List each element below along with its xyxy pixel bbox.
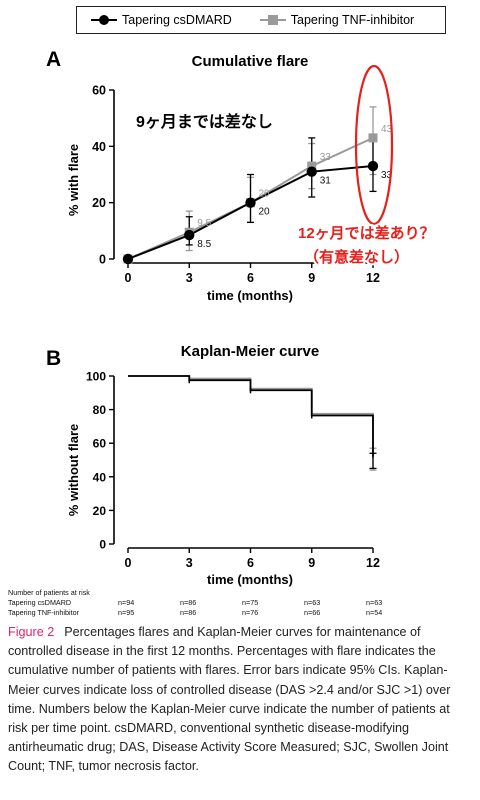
y-tick-label: 40	[92, 140, 106, 154]
data-point-csdmard	[306, 166, 317, 177]
risk-cell: n=94	[118, 598, 135, 607]
data-label: 31	[320, 176, 332, 187]
data-label: 20	[259, 207, 271, 218]
data-point-csdmard	[122, 253, 134, 265]
panel-letter-b: B	[46, 347, 62, 370]
cumulative-flare-chart: Cumulative flare % with flare time (mont…	[66, 53, 393, 303]
data-label: 43	[381, 124, 393, 135]
annotation-no-difference: 9ヶ月までは差なし	[136, 112, 273, 131]
risk-cell: n=66	[304, 608, 321, 617]
data-label: 9.5	[197, 218, 211, 229]
legend-item-csdmard: Tapering csDMARD	[91, 13, 232, 27]
annotation-12-month-question: 12ヶ月では差あり？	[298, 224, 435, 242]
risk-cell: n=76	[242, 608, 259, 617]
annotation-not-significant: （有意差なし）	[304, 248, 409, 266]
risk-row-label: Tapering TNF-inhibitor	[8, 608, 79, 617]
y-tick-label: 40	[93, 470, 107, 484]
legend-label-tnf: Tapering TNF-inhibitor	[290, 13, 415, 27]
y-tick-label: 0	[99, 253, 106, 267]
risk-cell: n=95	[118, 608, 135, 617]
highlight-ellipse-12-months	[354, 64, 394, 226]
risk-cell: n=63	[304, 598, 321, 607]
data-label: 20	[259, 189, 271, 200]
risk-table-title: Number of patients at risk	[8, 588, 90, 597]
legend-swatch-tnf	[259, 14, 286, 26]
data-label: 33	[320, 152, 332, 163]
patients-at-risk-table: Number of patients at risk Tapering csDM…	[8, 588, 478, 618]
y-tick-label: 60	[93, 437, 107, 451]
risk-row-label: Tapering csDMARD	[8, 598, 72, 607]
data-label: 8.5	[197, 239, 211, 250]
kaplan-meier-chart: Kaplan-Meier curve % without flare time …	[66, 343, 380, 587]
y-tick-label: 0	[99, 538, 106, 552]
risk-cell: n=54	[366, 608, 383, 617]
data-point-tnf	[307, 161, 317, 171]
x-tick-label: 9	[308, 271, 315, 285]
x-tick-label: 9	[308, 556, 315, 570]
chart-legend: Tapering csDMARD Tapering TNF-inhibitor	[76, 6, 446, 34]
chart-b-ylabel: % without flare	[66, 424, 81, 516]
figure-caption: Figure 2 Percentages flares and Kaplan-Me…	[8, 623, 472, 777]
data-point-csdmard	[367, 160, 379, 172]
chart-b-title: Kaplan-Meier curve	[181, 343, 319, 360]
risk-cell: n=75	[242, 598, 259, 607]
annotation-layer: 9ヶ月までは差なし 12ヶ月では差あり？ （有意差なし）	[134, 64, 437, 268]
data-point-tnf	[368, 133, 378, 143]
y-tick-label: 20	[93, 504, 107, 518]
legend-label-csdmard: Tapering csDMARD	[122, 13, 232, 27]
x-tick-label: 0	[125, 556, 132, 570]
x-tick-label: 3	[186, 556, 193, 570]
risk-row-tnf: Tapering TNF-inhibitor n=95 n=86 n=76 n=…	[8, 608, 478, 618]
chart-a-ylabel: % with flare	[66, 144, 81, 216]
figure-label: Figure 2	[8, 625, 55, 639]
data-label: 33	[381, 170, 393, 181]
chart-a-xlabel: time (months)	[207, 288, 293, 303]
y-tick-label: 60	[92, 84, 106, 98]
risk-cell: n=63	[366, 598, 383, 607]
x-tick-label: 3	[186, 271, 193, 285]
x-tick-label: 12	[366, 556, 380, 570]
x-tick-label: 6	[247, 556, 254, 570]
risk-cell: n=86	[180, 598, 197, 607]
chart-a-title: Cumulative flare	[192, 53, 309, 70]
x-tick-label: 6	[247, 271, 254, 285]
y-tick-label: 80	[93, 403, 107, 417]
data-point-csdmard	[245, 197, 256, 208]
x-tick-label: 0	[125, 271, 132, 285]
risk-cell: n=86	[180, 608, 197, 617]
risk-row-csdmard: Tapering csDMARD n=94 n=86 n=75 n=63 n=6…	[8, 598, 478, 608]
y-tick-label: 100	[86, 370, 106, 384]
panel-letter-a: A	[46, 48, 62, 71]
chart-b-xlabel: time (months)	[207, 572, 293, 587]
legend-swatch-csdmard	[91, 14, 117, 26]
data-point-csdmard	[184, 229, 195, 241]
x-tick-label: 12	[366, 271, 380, 285]
y-tick-label: 20	[92, 196, 106, 210]
legend-item-tnf: Tapering TNF-inhibitor	[259, 13, 415, 27]
caption-text: Percentages flares and Kaplan-Meier curv…	[8, 625, 451, 774]
